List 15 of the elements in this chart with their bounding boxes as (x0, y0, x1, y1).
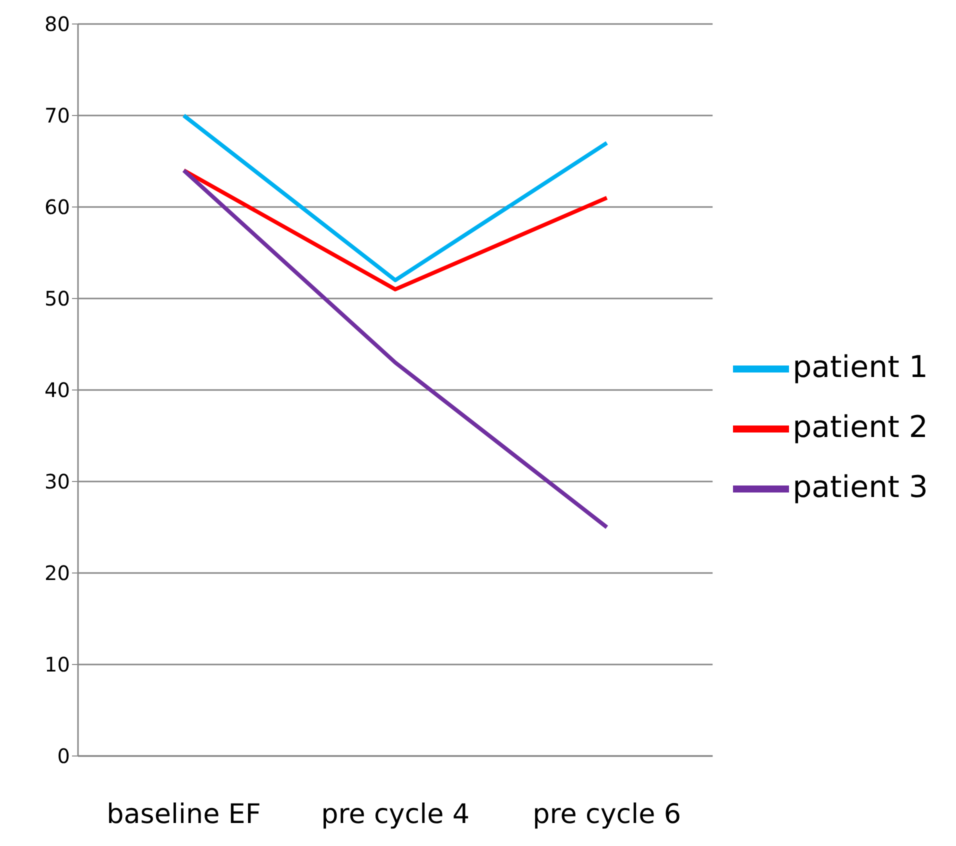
y-tick-label: 50 (44, 286, 70, 311)
legend-label: patient 2 (792, 410, 928, 445)
legend-label: patient 1 (792, 350, 928, 385)
y-tick-label: 10 (44, 652, 70, 677)
y-tick-label: 0 (57, 744, 70, 768)
y-tick-label: 60 (44, 195, 70, 220)
y-tick-label: 20 (44, 561, 70, 586)
x-tick-label: baseline EF (106, 799, 261, 830)
x-tick-label: pre cycle 4 (321, 799, 470, 830)
legend-label: patient 3 (792, 470, 928, 505)
x-tick-label: pre cycle 6 (532, 799, 682, 830)
y-tick-label: 70 (44, 104, 70, 128)
y-tick-label: 40 (44, 378, 70, 402)
y-tick-label: 30 (44, 470, 70, 494)
y-tick-label: 80 (44, 12, 70, 36)
